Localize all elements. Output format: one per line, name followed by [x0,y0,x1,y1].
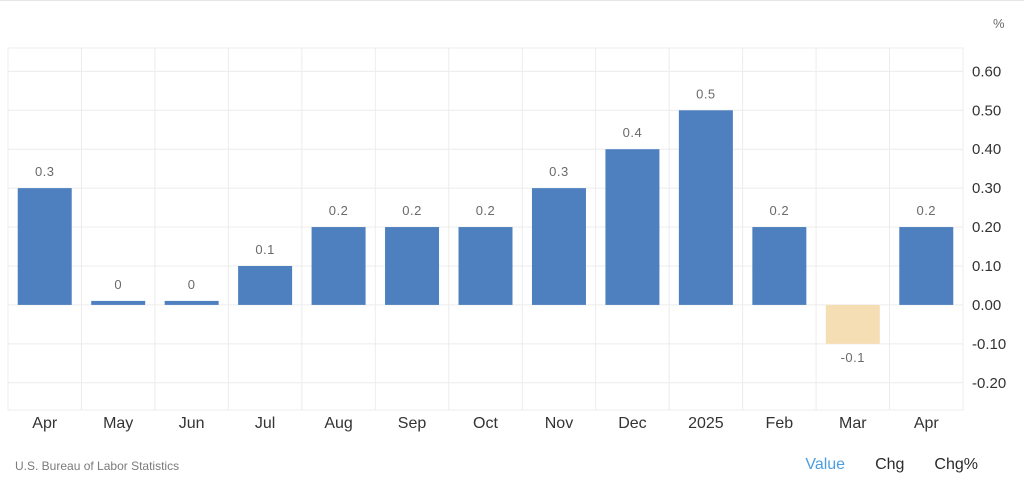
y-tick-label: 0.40 [972,141,1001,158]
bar [164,300,219,305]
plot-frame [7,47,964,411]
data-label: 0.3 [549,164,569,179]
data-label: 0.4 [623,125,643,140]
y-tick-label: 0.00 [972,297,1001,314]
tab-chg-percent[interactable]: Chg% [934,456,978,473]
bar [678,110,733,305]
x-tick-label: Oct [473,415,498,432]
x-tick-label: Apr [914,415,940,432]
bar [91,300,146,305]
data-label: 0.3 [35,164,55,179]
x-tick-label: May [103,415,133,432]
y-tick-label: -0.20 [972,375,1006,392]
bar [458,227,513,305]
tab-value[interactable]: Value [805,456,846,473]
y-unit-label: % [993,16,1005,31]
x-tick-label: Mar [839,415,867,432]
data-label: -0.1 [841,350,865,365]
tab-chg[interactable]: Chg [875,456,905,473]
bar-chart: 0.600.500.400.300.200.100.00-0.10-0.20%0… [7,16,1006,432]
y-tick-label: 0.60 [972,63,1001,80]
bar [385,227,440,305]
top-border [0,0,1024,1]
view-tabs: Value Chg Chg% [805,456,978,474]
y-tick-label: 0.30 [972,180,1001,197]
bar [899,227,954,305]
data-label: 0.5 [696,86,716,101]
source-label: U.S. Bureau of Labor Statistics [15,459,180,473]
y-tick-label: 0.50 [972,102,1001,119]
data-label: 0.2 [916,203,936,218]
y-tick-label: -0.10 [972,336,1006,353]
x-tick-label: Apr [32,415,58,432]
data-label: 0.2 [402,203,422,218]
bar [752,227,807,305]
data-label: 0.2 [770,203,790,218]
x-tick-label: Nov [545,415,573,432]
x-tick-label: Sep [398,415,427,432]
bar [238,265,293,305]
data-label: 0 [114,277,122,292]
x-tick-label: Dec [618,415,646,432]
bar [531,188,586,305]
y-tick-label: 0.20 [972,219,1001,236]
x-tick-label: Jul [255,415,275,432]
data-label: 0.2 [476,203,496,218]
data-label: 0.2 [329,203,349,218]
x-tick-label: Feb [766,415,794,432]
data-label: 0 [188,277,196,292]
x-tick-label: 2025 [688,415,724,432]
bar [311,227,366,305]
x-tick-label: Jun [179,415,205,432]
bar [17,188,72,305]
bar [605,149,660,305]
x-tick-label: Aug [324,415,352,432]
y-tick-label: 0.10 [972,258,1001,275]
data-label: 0.1 [255,242,275,257]
bar [825,304,880,344]
